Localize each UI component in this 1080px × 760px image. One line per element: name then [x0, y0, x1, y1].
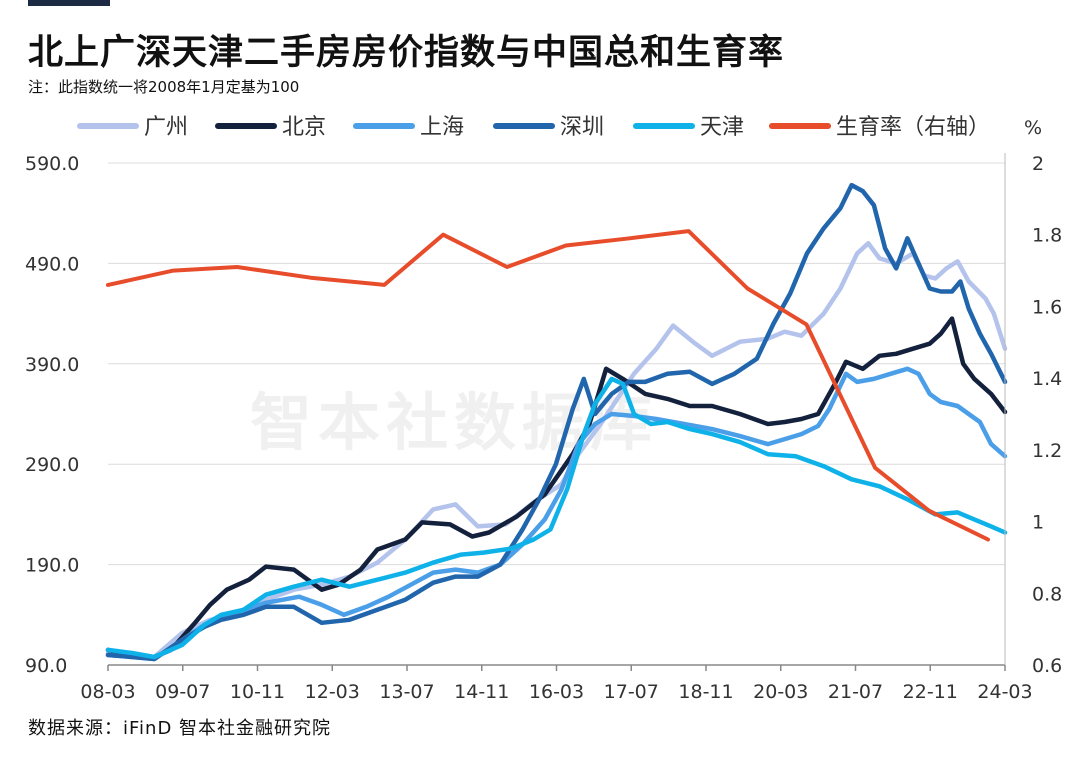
legend-label: 上海 — [420, 115, 464, 140]
y-right-tick-label: 1.8 — [1032, 225, 1062, 247]
x-tick-label: 08-03 — [80, 681, 135, 703]
y-left-tick-label: 190.0 — [25, 555, 79, 577]
legend: 广州 北京 上海 深圳 天津 生育率（右轴） — [77, 115, 990, 140]
x-tick-label: 21-07 — [828, 681, 883, 703]
series-line-2 — [105, 366, 1008, 662]
top-accent-bar — [28, 0, 110, 6]
x-tick-label: 09-07 — [155, 681, 210, 703]
series-line-0 — [105, 241, 1008, 660]
x-tick-label: 12-03 — [305, 681, 360, 703]
y-left-tick-label: 90.0 — [25, 655, 67, 677]
x-tick-label: 16-03 — [529, 681, 584, 703]
series-line-3 — [105, 182, 1008, 662]
series-lines — [105, 182, 1008, 662]
y-left-tick-label: 390.0 — [25, 354, 79, 376]
y-right-unit: % — [1024, 117, 1042, 139]
x-tick-label: 20-03 — [753, 681, 808, 703]
y-right-tick-label: 1.4 — [1032, 368, 1062, 390]
grid — [108, 162, 1005, 566]
y-right-tick-label: 1.2 — [1032, 440, 1062, 462]
series-line-4 — [105, 376, 1008, 660]
y-right-tick-label: 2 — [1032, 153, 1044, 175]
x-tick-label: 17-07 — [604, 681, 659, 703]
x-tick-label: 18-11 — [678, 681, 733, 703]
series-line-5 — [106, 229, 990, 542]
legend-label: 生育率（右轴） — [836, 115, 990, 140]
legend-label: 深圳 — [560, 115, 604, 140]
x-tick-label: 22-11 — [903, 681, 958, 703]
x-tick-label: 14-11 — [454, 681, 509, 703]
y-left-tick-label: 590.0 — [25, 153, 79, 175]
x-tick-label: 13-07 — [379, 681, 434, 703]
axes: 590.0 490.0 390.0 290.0 190.0 90.0 2 1.8 1.6 1.4 1… — [25, 117, 1062, 703]
legend-label: 北京 — [282, 115, 326, 140]
y-right-tick-label: 1.6 — [1032, 296, 1062, 318]
y-right-tick-label: 0.8 — [1032, 583, 1062, 605]
legend-label: 天津 — [700, 115, 744, 140]
y-right-tick-label: 0.6 — [1032, 655, 1062, 677]
chart-note: 注：此指数统一将2008年1月定基为100 — [28, 78, 300, 96]
y-left-tick-label: 290.0 — [25, 454, 79, 476]
x-tick-label: 24-03 — [977, 681, 1032, 703]
x-tick-label: 10-11 — [230, 681, 285, 703]
y-right-tick-label: 1 — [1032, 512, 1044, 534]
y-left-tick-label: 490.0 — [25, 253, 79, 275]
legend-label: 广州 — [144, 115, 188, 140]
data-source: 数据来源：iFinD 智本社金融研究院 — [28, 718, 332, 739]
series-line-1 — [105, 316, 1008, 660]
chart-title: 北上广深天津二手房房价指数与中国总和生育率 — [28, 33, 785, 73]
